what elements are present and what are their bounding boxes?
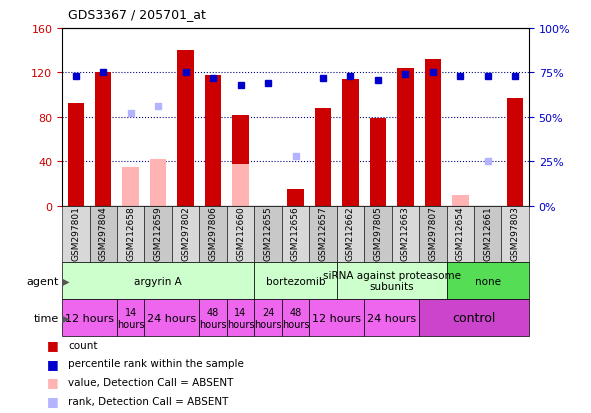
Text: GSM212658: GSM212658 xyxy=(126,206,135,260)
Text: 24 hours: 24 hours xyxy=(367,313,416,323)
Text: ■: ■ xyxy=(47,338,59,351)
Text: GDS3367 / 205701_at: GDS3367 / 205701_at xyxy=(68,8,206,21)
Text: GSM212662: GSM212662 xyxy=(346,206,355,260)
Text: percentile rank within the sample: percentile rank within the sample xyxy=(68,358,244,368)
Text: argyrin A: argyrin A xyxy=(134,276,182,286)
Bar xyxy=(287,190,304,206)
Bar xyxy=(424,60,441,206)
Text: rank, Detection Call = ABSENT: rank, Detection Call = ABSENT xyxy=(68,396,228,406)
Bar xyxy=(95,73,112,206)
Text: GSM297804: GSM297804 xyxy=(99,206,108,260)
Bar xyxy=(397,69,414,206)
Text: ▶: ▶ xyxy=(59,276,69,286)
Text: GSM212654: GSM212654 xyxy=(456,206,465,260)
Text: 48
hours: 48 hours xyxy=(282,307,309,329)
Text: count: count xyxy=(68,340,98,350)
Text: ■: ■ xyxy=(47,394,59,407)
Bar xyxy=(342,80,359,206)
Text: ■: ■ xyxy=(47,375,59,389)
Bar xyxy=(67,103,84,206)
Text: GSM297802: GSM297802 xyxy=(181,206,190,260)
Text: none: none xyxy=(475,276,501,286)
Text: 24
hours: 24 hours xyxy=(254,307,282,329)
Bar xyxy=(369,119,386,206)
Text: siRNA against proteasome
subunits: siRNA against proteasome subunits xyxy=(323,270,460,292)
Text: GSM212659: GSM212659 xyxy=(154,206,163,260)
Bar xyxy=(205,76,222,206)
Text: GSM212660: GSM212660 xyxy=(236,206,245,260)
Bar xyxy=(122,168,139,206)
Text: GSM297806: GSM297806 xyxy=(209,205,217,260)
Bar xyxy=(507,99,524,206)
Text: GSM212657: GSM212657 xyxy=(319,206,327,260)
Text: GSM297801: GSM297801 xyxy=(72,205,80,260)
Text: time: time xyxy=(34,313,59,323)
Text: GSM297807: GSM297807 xyxy=(428,205,437,260)
Text: GSM297805: GSM297805 xyxy=(374,205,382,260)
Text: GSM297803: GSM297803 xyxy=(511,205,519,260)
Text: control: control xyxy=(452,311,496,325)
Text: agent: agent xyxy=(27,276,59,286)
Text: ■: ■ xyxy=(47,357,59,370)
Text: 14
hours: 14 hours xyxy=(117,307,144,329)
Text: GSM212661: GSM212661 xyxy=(483,206,492,260)
Bar xyxy=(150,160,167,206)
Text: bortezomib: bortezomib xyxy=(266,276,325,286)
Text: GSM212656: GSM212656 xyxy=(291,206,300,260)
Text: 14
hours: 14 hours xyxy=(227,307,254,329)
Text: GSM212655: GSM212655 xyxy=(264,206,272,260)
Text: 24 hours: 24 hours xyxy=(147,313,196,323)
Bar xyxy=(315,109,331,206)
Text: 12 hours: 12 hours xyxy=(65,313,114,323)
Bar xyxy=(232,164,249,206)
Bar xyxy=(177,51,194,206)
Text: 12 hours: 12 hours xyxy=(312,313,361,323)
Text: GSM212663: GSM212663 xyxy=(401,206,410,260)
Bar xyxy=(452,195,469,206)
Text: ▶: ▶ xyxy=(59,313,69,323)
Bar xyxy=(232,116,249,206)
Text: 48
hours: 48 hours xyxy=(199,307,227,329)
Text: value, Detection Call = ABSENT: value, Detection Call = ABSENT xyxy=(68,377,233,387)
